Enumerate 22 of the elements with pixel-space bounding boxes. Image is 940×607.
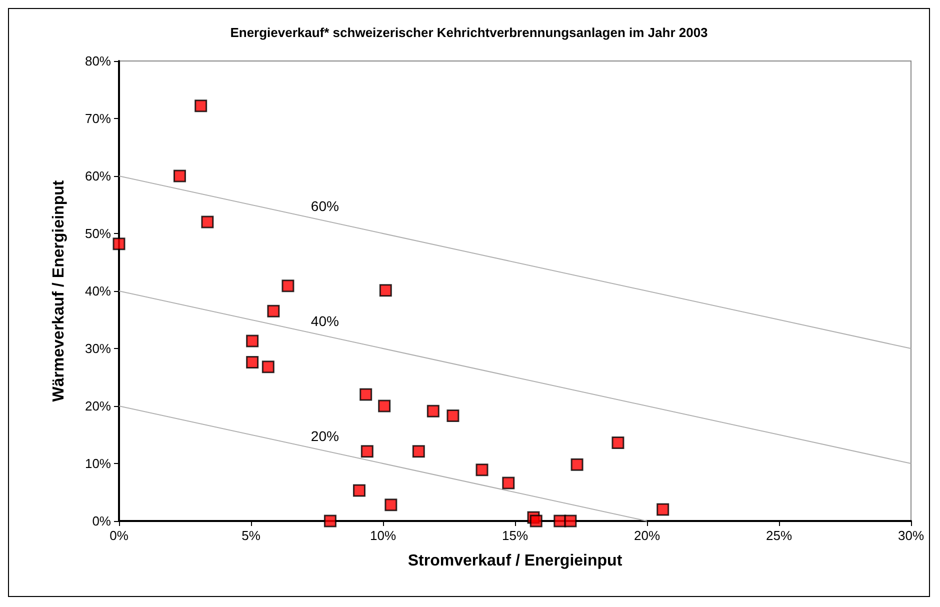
y-tick-label: 70% [84,111,112,126]
x-tick-label: 5% [242,528,261,543]
y-tick-label: 40% [84,284,112,298]
x-tick-label: 0% [110,528,129,543]
x-axis-title: Stromverkauf / Energieinput [408,552,623,570]
series-label: 60% [310,198,339,214]
y-axis-title: Wärmeverkauf / Energieinput [50,180,68,402]
x-tick-label: 10% [370,528,396,543]
x-tick-label: 20% [634,528,660,543]
y-tick-label: 50% [84,226,112,241]
series-label: 40% [310,312,339,329]
x-tick-label: 30% [898,528,924,543]
y-tick-label: 80% [84,54,112,68]
series-label: 20% [310,428,339,444]
y-tick-label: 20% [84,398,112,414]
x-tick-label: 15% [502,528,528,543]
y-tick-label: 60% [84,168,112,184]
y-tick-label: 0% [92,514,112,528]
y-tick-label: 10% [84,456,112,471]
y-tick-label: 30% [84,341,112,356]
chart-title: Energieverkauf* schweizerischer Kehrichtverbrennungsanlagen im Jahr 2003 [230,25,708,40]
x-tick-label: 25% [766,528,792,543]
